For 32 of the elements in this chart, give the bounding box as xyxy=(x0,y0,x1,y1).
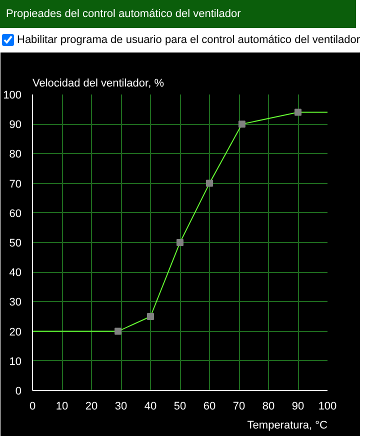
x-tick-label: 0 xyxy=(29,400,36,412)
y-tick-label: 50 xyxy=(9,238,22,250)
point xyxy=(114,328,122,335)
y-tick-label: 80 xyxy=(9,148,22,161)
point xyxy=(176,239,184,246)
y-tick-label: 70 xyxy=(9,178,22,190)
x-axis-title: Temperatura, °C xyxy=(247,420,328,432)
x-tick-label: 60 xyxy=(203,400,216,412)
point xyxy=(238,120,246,128)
y-tick-label: 90 xyxy=(9,119,22,132)
y-tick-label: 30 xyxy=(9,296,22,309)
x-tick-label: 40 xyxy=(144,400,157,412)
x-tick-label: 100 xyxy=(318,400,337,412)
point xyxy=(147,313,154,320)
x-tick-label: 30 xyxy=(114,400,128,412)
x-tick-label: 50 xyxy=(174,400,186,412)
point xyxy=(294,108,302,116)
point xyxy=(206,180,213,187)
y-tick-label: 0 xyxy=(15,386,22,398)
x-tick-label: 10 xyxy=(56,400,68,412)
x-tick-label: 90 xyxy=(292,400,304,412)
y-tick-label: 10 xyxy=(9,356,22,368)
chart-title: Propieades del control automático del ventilador xyxy=(0,0,356,28)
y-tick-label: 100 xyxy=(3,90,22,102)
x-tick-label: 80 xyxy=(262,400,275,412)
x-tick-label: 20 xyxy=(85,400,98,412)
y-tick-label: 20 xyxy=(9,326,22,338)
y-axis-title: Velocidad del ventilador, % xyxy=(32,78,164,90)
y-tick-label: 60 xyxy=(9,208,22,220)
chart-subtitle: Habilitar programa de usuario para el control automático del ventilador xyxy=(16,33,360,48)
x-tick-label: 70 xyxy=(232,400,246,412)
y-tick-label: 40 xyxy=(9,267,22,280)
